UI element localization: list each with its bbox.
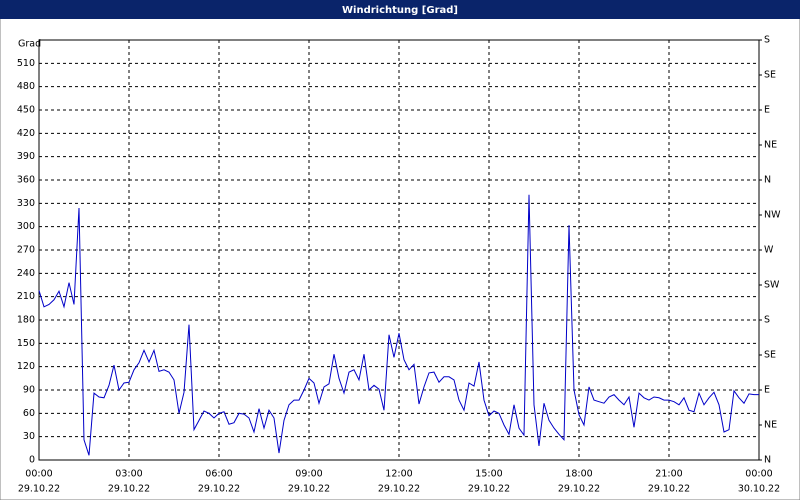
- y-tick-label: 270: [17, 245, 35, 256]
- y-tick-label: 360: [17, 175, 35, 186]
- x-tick-date: 29.10.22: [198, 484, 240, 495]
- x-tick-date: 29.10.22: [558, 484, 600, 495]
- x-tick-label: 00:00: [745, 469, 772, 480]
- y2-tick-label: SE: [764, 350, 776, 361]
- y2-tick-label: W: [764, 245, 774, 256]
- data-line: [38, 194, 759, 456]
- y-tick-label: 480: [17, 81, 35, 92]
- y2-tick-label: E: [764, 385, 770, 396]
- x-tick-date: 29.10.22: [288, 484, 330, 495]
- x-tick-label: 09:00: [295, 469, 322, 480]
- y-tick-label: 330: [17, 198, 35, 209]
- x-tick-label: 06:00: [205, 469, 232, 480]
- plot-frame: [38, 39, 760, 461]
- y-tick-label: 180: [17, 315, 35, 326]
- x-tick-label: 18:00: [565, 469, 592, 480]
- y2-tick-label: NE: [764, 420, 777, 431]
- chart-title: Windrichtung [Grad]: [342, 5, 458, 16]
- y-tick-label: 210: [17, 291, 35, 302]
- y-tick-label: 240: [17, 268, 35, 279]
- x-tick-date: 29.10.22: [108, 484, 150, 495]
- y-tick-label: 120: [17, 361, 35, 372]
- x-tick-date: 29.10.22: [18, 484, 60, 495]
- y2-tick-label: E: [764, 105, 770, 116]
- x-tick-label: 03:00: [115, 469, 142, 480]
- x-tick-date: 30.10.22: [738, 484, 780, 495]
- y2-tick-label: S: [764, 315, 770, 326]
- x-tick-label: 21:00: [655, 469, 682, 480]
- y-tick-label: 0: [29, 455, 35, 466]
- y-tick-label: 30: [23, 431, 35, 442]
- x-tick-label: 15:00: [475, 469, 502, 480]
- y2-tick-label: NE: [764, 140, 777, 151]
- y2-tick-label: SW: [764, 280, 780, 291]
- x-tick-date: 29.10.22: [378, 484, 420, 495]
- y2-tick-label: N: [764, 175, 771, 186]
- y-axis-label: Grad: [18, 39, 41, 50]
- y-tick-label: 150: [17, 338, 35, 349]
- y2-tick-label: S: [764, 35, 770, 46]
- y-tick-label: 450: [17, 105, 35, 116]
- y2-tick-label: SE: [764, 70, 776, 81]
- y-tick-label: 510: [17, 58, 35, 69]
- y-tick-label: 60: [23, 408, 35, 419]
- y-tick-label: 300: [17, 221, 35, 232]
- y-tick-label: 390: [17, 151, 35, 162]
- x-tick-date: 29.10.22: [468, 484, 510, 495]
- x-tick-label: 12:00: [385, 469, 412, 480]
- x-tick-date: 29.10.22: [648, 484, 690, 495]
- y2-tick-label: N: [764, 455, 771, 466]
- y2-tick-label: NW: [764, 210, 781, 221]
- title-bar: [0, 0, 800, 19]
- y-tick-label: 90: [23, 385, 35, 396]
- x-tick-label: 00:00: [25, 469, 52, 480]
- y-tick-label: 420: [17, 128, 35, 139]
